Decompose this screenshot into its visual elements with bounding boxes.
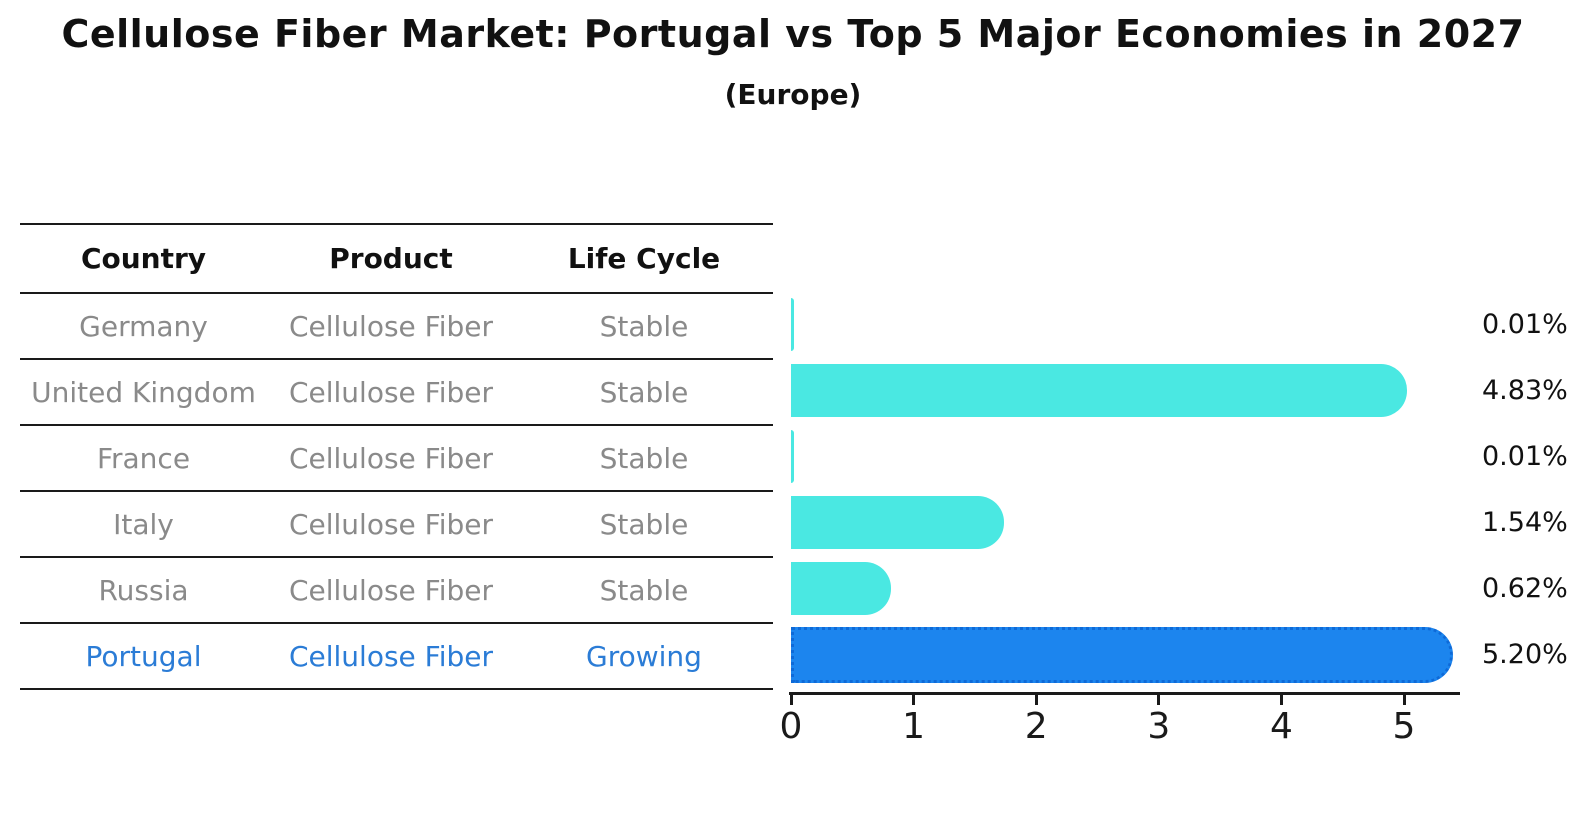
cell-life-cycle: Stable (599, 375, 689, 409)
bar-portugal (791, 627, 1453, 683)
table-row: Italy Cellulose Fiber Stable (20, 492, 773, 558)
table-body: Germany Cellulose Fiber Stable United Kingd… (20, 294, 773, 690)
chart-title: Cellulose Fiber Market: Portugal vs Top … (61, 12, 1525, 56)
table-row: Germany Cellulose Fiber Stable (20, 294, 773, 360)
bar-value-label: 4.83% (1482, 375, 1568, 406)
x-axis-tick-label: 3 (1147, 706, 1171, 747)
cell-product: Cellulose Fiber (288, 573, 494, 607)
x-axis-tick-label: 4 (1269, 706, 1293, 747)
country-table: Country Product Life Cycle Germany Cellulos… (20, 223, 773, 690)
x-axis-tick-label: 2 (1024, 706, 1048, 747)
bar-value-label: 1.54% (1482, 507, 1568, 538)
table-row: France Cellulose Fiber Stable (20, 426, 773, 492)
table-header-row: Country Product Life Cycle (20, 225, 773, 294)
x-axis-tick-label: 0 (779, 706, 803, 747)
cell-country: Portugal (85, 639, 202, 673)
cell-life-cycle: Stable (599, 573, 689, 607)
bar-value-label: 0.62% (1482, 573, 1568, 604)
x-axis-tick (1402, 695, 1406, 705)
cell-product: Cellulose Fiber (288, 375, 494, 409)
cell-life-cycle: Stable (599, 441, 689, 475)
bar-france (791, 430, 794, 483)
bar-italy (791, 496, 1004, 549)
table-row: Portugal Cellulose Fiber Growing (20, 624, 773, 690)
bar-russia (791, 562, 891, 615)
cell-product: Cellulose Fiber (288, 639, 494, 673)
table-row: United Kingdom Cellulose Fiber Stable (20, 360, 773, 426)
cell-life-cycle: Stable (599, 309, 689, 343)
column-header-product: Product (329, 242, 453, 275)
column-header-country: Country (80, 242, 207, 275)
x-axis-tick (1157, 695, 1161, 705)
cell-country: Italy (113, 507, 174, 541)
bar-value-label: 0.01% (1482, 441, 1568, 472)
x-axis-tick (1034, 695, 1038, 705)
x-axis-tick (789, 695, 793, 705)
bar-value-label: 5.20% (1482, 639, 1568, 670)
cell-life-cycle: Growing (586, 639, 702, 673)
cell-country: Russia (98, 573, 189, 607)
x-axis-tick-label: 5 (1392, 706, 1416, 747)
x-axis-tick-label: 1 (902, 706, 926, 747)
bar-germany (791, 298, 794, 351)
x-axis-line (789, 692, 1460, 695)
cell-country: France (96, 441, 191, 475)
chart-subtitle: (Europe) (724, 78, 862, 111)
cell-country: Germany (79, 309, 208, 343)
cell-life-cycle: Stable (599, 507, 689, 541)
table-row: Russia Cellulose Fiber Stable (20, 558, 773, 624)
x-axis-tick (912, 695, 916, 705)
cell-product: Cellulose Fiber (288, 507, 494, 541)
column-header-life-cycle: Life Cycle (567, 242, 721, 275)
cell-product: Cellulose Fiber (288, 309, 494, 343)
cell-product: Cellulose Fiber (288, 441, 494, 475)
x-axis-tick (1279, 695, 1283, 705)
bar-united-kingdom (791, 364, 1408, 417)
bar-value-label: 0.01% (1482, 309, 1568, 340)
cell-country: United Kingdom (31, 375, 256, 409)
